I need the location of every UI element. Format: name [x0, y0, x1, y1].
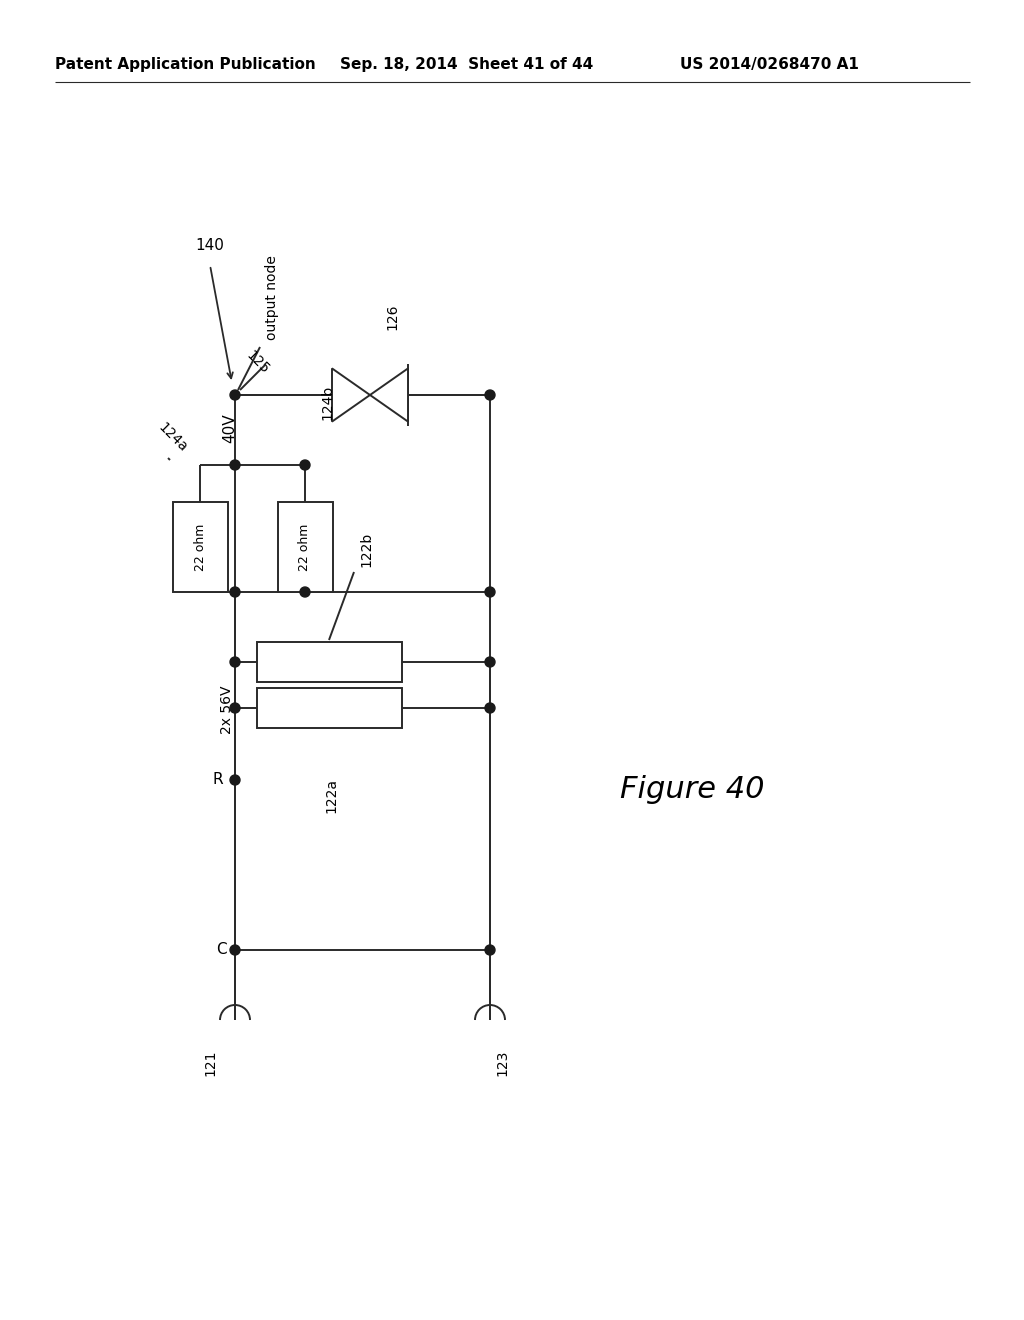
- Text: 123: 123: [495, 1049, 509, 1076]
- Text: 126: 126: [385, 304, 399, 330]
- Text: 122b: 122b: [359, 532, 373, 568]
- Text: 22 ohm: 22 ohm: [194, 523, 207, 570]
- Text: output node: output node: [265, 255, 279, 341]
- Bar: [257, 642, 402, 682]
- Text: Sep. 18, 2014  Sheet 41 of 44: Sep. 18, 2014 Sheet 41 of 44: [340, 58, 593, 73]
- Circle shape: [230, 775, 240, 785]
- Circle shape: [485, 389, 495, 400]
- Text: 2x 56V: 2x 56V: [220, 685, 234, 734]
- Text: 124a: 124a: [155, 420, 189, 455]
- Polygon shape: [332, 368, 370, 421]
- Text: 40V: 40V: [222, 413, 238, 442]
- Circle shape: [230, 587, 240, 597]
- Bar: [173, 502, 228, 591]
- Text: 124b: 124b: [319, 384, 334, 420]
- Circle shape: [485, 704, 495, 713]
- Bar: [257, 688, 402, 729]
- Circle shape: [230, 704, 240, 713]
- Text: 122a: 122a: [324, 777, 338, 813]
- Text: US 2014/0268470 A1: US 2014/0268470 A1: [680, 58, 859, 73]
- Text: Patent Application Publication: Patent Application Publication: [55, 58, 315, 73]
- Text: R: R: [212, 772, 223, 788]
- Circle shape: [300, 587, 310, 597]
- Circle shape: [485, 657, 495, 667]
- Polygon shape: [370, 368, 408, 421]
- Circle shape: [485, 587, 495, 597]
- Text: 22 ohm: 22 ohm: [299, 523, 311, 570]
- Circle shape: [230, 459, 240, 470]
- Text: 121: 121: [203, 1049, 217, 1077]
- Circle shape: [300, 459, 310, 470]
- Bar: [278, 502, 333, 591]
- Circle shape: [230, 657, 240, 667]
- Circle shape: [230, 389, 240, 400]
- Circle shape: [230, 945, 240, 954]
- Text: 125: 125: [243, 348, 271, 378]
- Text: C: C: [216, 942, 227, 957]
- Text: Figure 40: Figure 40: [620, 776, 765, 804]
- Circle shape: [485, 945, 495, 954]
- Text: 140: 140: [195, 238, 224, 252]
